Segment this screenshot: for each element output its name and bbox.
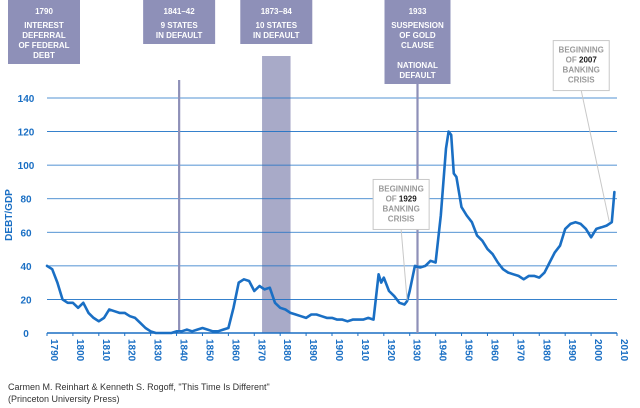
event-box-bg — [384, 0, 451, 84]
annotation-line: BEGINNING — [378, 184, 423, 193]
x-tick-label-1860: 1860 — [229, 339, 240, 362]
x-tick-label-1920: 1920 — [385, 339, 396, 362]
y-tick-label-40: 40 — [20, 262, 32, 273]
x-tick-label-2000: 2000 — [592, 339, 603, 362]
x-tick-label-1820: 1820 — [126, 339, 137, 362]
x-tick-label-1790: 1790 — [48, 339, 59, 362]
event-caption-line: SUSPENSION — [391, 21, 444, 30]
event-caption-line: 9 STATES — [161, 21, 199, 30]
x-tick-label-1980: 1980 — [540, 339, 551, 362]
x-tick-label-1910: 1910 — [359, 339, 370, 362]
x-tick-label-1890: 1890 — [307, 339, 318, 362]
annotation-leader — [400, 229, 408, 301]
event-caption-line: DEFAULT — [399, 71, 435, 80]
x-tick-label-1950: 1950 — [463, 339, 474, 362]
y-tick-label-20: 20 — [20, 295, 32, 306]
annotation-line: OF 1929 — [386, 194, 418, 203]
source-line-2: (Princeton University Press) — [8, 394, 120, 404]
x-tick-label-1880: 1880 — [281, 339, 292, 362]
y-axis-label: DEBT/GDP — [4, 189, 15, 241]
event-box-bg — [240, 0, 313, 44]
x-tick-label-1990: 1990 — [566, 339, 577, 362]
event-caption-line: NATIONAL — [397, 61, 438, 70]
event-date-label: 1933 — [409, 7, 427, 16]
event-caption-line: DEFERRAL — [22, 31, 66, 40]
x-tick-label-1900: 1900 — [333, 339, 344, 362]
y-tick-label-80: 80 — [20, 195, 32, 206]
y-tick-label-120: 120 — [18, 128, 35, 139]
x-tick-label-1960: 1960 — [488, 339, 499, 362]
x-tick-label-1800: 1800 — [74, 339, 85, 362]
event-date-label: 1873–84 — [261, 7, 293, 16]
event-caption-line: CLAUSE — [401, 41, 435, 50]
event-date-label: 1790 — [35, 7, 53, 16]
annotation-line: BANKING — [382, 204, 419, 213]
y-tick-label-0: 0 — [23, 329, 29, 340]
x-tick-label-1970: 1970 — [514, 339, 525, 362]
y-tick-label-60: 60 — [20, 228, 32, 239]
event-caption-line: 10 STATES — [256, 21, 298, 30]
annotation-box — [372, 178, 430, 230]
event-caption-line: DEBT — [33, 51, 55, 60]
event-box-bg — [143, 0, 216, 44]
x-tick-label-1840: 1840 — [178, 339, 189, 362]
debt-gdp-line — [45, 130, 616, 335]
event-box-bg — [8, 0, 80, 64]
event-caption-line: IN DEFAULT — [156, 31, 203, 40]
event-caption-line: OF FEDERAL — [18, 41, 69, 50]
event-caption-line: IN DEFAULT — [253, 31, 300, 40]
x-tick-label-1940: 1940 — [437, 339, 448, 362]
annotation-leader — [580, 90, 610, 222]
annotation-line: BANKING — [563, 66, 600, 75]
event-date-label: 1841–42 — [164, 7, 196, 16]
annotation-box — [552, 40, 610, 92]
source-citation: Carmen M. Reinhart & Kenneth S. Rogoff, … — [8, 381, 270, 405]
y-tick-label-140: 140 — [18, 94, 35, 105]
annotation-line: OF 2007 — [566, 56, 598, 65]
event-caption-line: OF GOLD — [399, 31, 436, 40]
x-tick-label-1810: 1810 — [100, 339, 111, 362]
annotation-line: CRISIS — [568, 76, 595, 85]
x-tick-label-1930: 1930 — [411, 339, 422, 362]
y-tick-label-100: 100 — [18, 161, 35, 172]
event-caption-line: INTEREST — [24, 21, 64, 30]
annotation-line: BEGINNING — [559, 46, 604, 55]
shaded-period-1873-1884 — [262, 56, 291, 333]
source-line-1: Carmen M. Reinhart & Kenneth S. Rogoff, … — [8, 382, 270, 392]
x-tick-label-1830: 1830 — [152, 339, 163, 362]
annotation-line: CRISIS — [388, 214, 415, 223]
x-tick-label-1850: 1850 — [203, 339, 214, 362]
x-tick-label-1870: 1870 — [255, 339, 266, 362]
x-tick-label-2010: 2010 — [618, 339, 629, 362]
